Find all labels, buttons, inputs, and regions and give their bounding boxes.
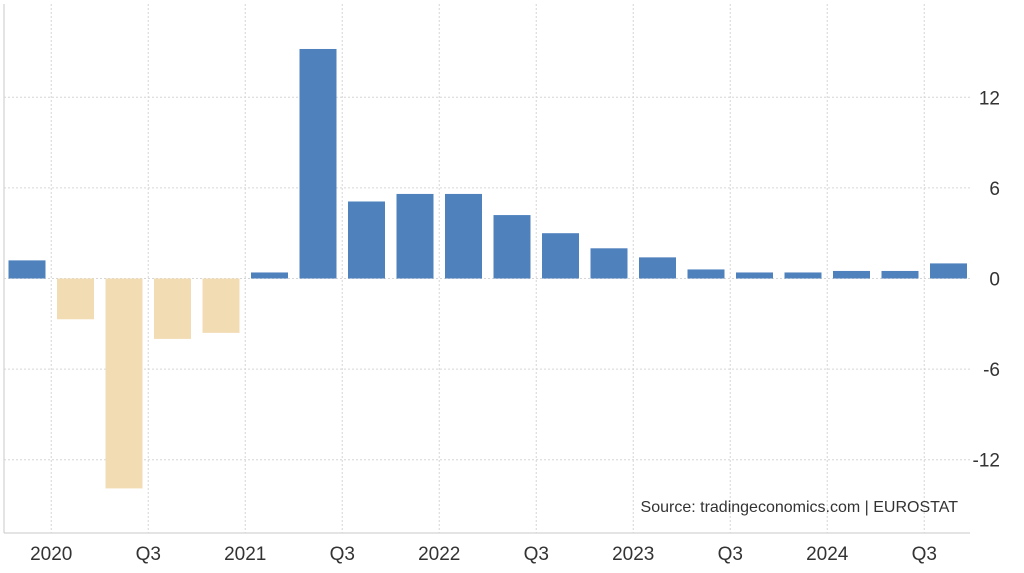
x-tick-label: Q3 — [912, 544, 937, 565]
axis-layer: 12 6 0 -6 -12 2020 Q3 2021 Q3 2022 Q3 2023 Q3 2024 Q3 — [30, 88, 1000, 565]
y-tick-label: 6 — [989, 179, 1000, 200]
bar-2023-q2 — [687, 269, 725, 279]
bar-2021-q4 — [396, 193, 434, 279]
x-tick-label: 2023 — [612, 544, 654, 565]
bar-2023-q1 — [639, 257, 676, 279]
bar-2023-q4 — [784, 272, 822, 279]
bar-2022-q3 — [542, 233, 579, 279]
bar-2021-q2 — [299, 48, 337, 279]
y-tick-label: 0 — [989, 270, 1000, 291]
x-tick-label: 2022 — [418, 544, 460, 565]
x-tick-label: 2020 — [30, 544, 72, 565]
y-tick-label: -12 — [973, 451, 1000, 472]
bar-2020-q1 — [57, 278, 94, 320]
x-tick-label: Q3 — [136, 544, 161, 565]
bar-2024-q2 — [881, 270, 919, 279]
x-tick-label: 2024 — [806, 544, 849, 565]
x-tick-label: Q3 — [524, 544, 549, 565]
bar-2021-q3 — [348, 201, 385, 279]
x-tick-label: Q3 — [330, 544, 355, 565]
bar-2021-q1 — [251, 272, 288, 279]
source-label: Source: tradingeconomics.com | EUROSTAT — [640, 499, 958, 516]
bar-2020-q3 — [154, 278, 191, 339]
bar-2020-q4 — [202, 278, 240, 333]
y-tick-label: -6 — [983, 360, 1000, 381]
x-tick-label: Q3 — [718, 544, 743, 565]
x-tick-label: 2021 — [224, 544, 266, 565]
bar-2024-q1 — [833, 270, 870, 279]
bar-layer — [8, 48, 967, 489]
bar-2022-q1 — [445, 193, 482, 279]
y-tick-label: 12 — [979, 88, 1000, 109]
grid-layer — [3, 4, 970, 534]
bar-2022-q4 — [590, 248, 628, 279]
bar-2022-q2 — [493, 215, 531, 279]
bar-2019-q4 — [8, 260, 46, 279]
bar-2020-q2 — [105, 278, 143, 489]
bar-2023-q3 — [736, 272, 773, 279]
bar-2024-q3 — [930, 263, 967, 279]
